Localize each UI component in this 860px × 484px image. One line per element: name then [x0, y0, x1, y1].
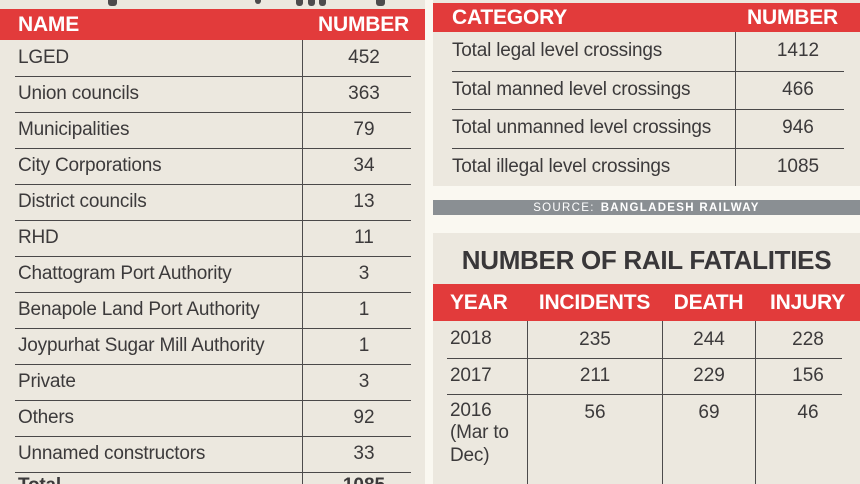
- table-row: Total unmanned level crossings 946: [433, 109, 860, 148]
- category-number: 1412: [735, 32, 860, 71]
- column-header-name: NAME: [18, 12, 80, 36]
- constructor-name: RHD: [18, 227, 59, 248]
- year-cell: 2017: [433, 358, 527, 394]
- table-row: Private 3: [0, 364, 425, 401]
- table-row: District councils 13: [0, 184, 425, 221]
- constructor-number: 11: [302, 220, 425, 256]
- constructor-name: Benapole Land Port Authority: [18, 299, 260, 320]
- constructor-number: 34: [302, 148, 425, 184]
- category-number: 946: [735, 109, 860, 148]
- source-value: BANGLADESH RAILWAY: [600, 201, 760, 214]
- cropped-text-fragment: [319, 0, 326, 6]
- constructor-number: 13: [302, 184, 425, 220]
- constructor-number: 3: [302, 256, 425, 292]
- constructor-name: Municipalities: [18, 119, 130, 140]
- constructor-name: District councils: [18, 191, 147, 212]
- table-row: Others 92: [0, 400, 425, 437]
- table-row: 2016 (Mar to Dec) 56 69 46: [433, 394, 860, 484]
- table-row: Municipalities 79: [0, 112, 425, 149]
- constructor-number: 452: [302, 40, 425, 76]
- fatalities-table-header: YEAR INCIDENTS DEATH INJURY: [433, 284, 860, 321]
- column-header-death: DEATH: [673, 290, 744, 314]
- crossings-table-body: Total legal level crossings 1412 Total m…: [433, 32, 860, 186]
- category-number: 1085: [735, 147, 860, 186]
- constructor-number: 3: [302, 364, 425, 400]
- constructor-number: 79: [302, 112, 425, 148]
- incidents-cell: 211: [527, 358, 662, 394]
- injury-cell: 46: [755, 394, 860, 484]
- fatalities-table-card: NUMBER OF RAIL FATALITIES YEAR INCIDENTS…: [433, 233, 860, 484]
- cropped-text-fragment: [376, 0, 385, 6]
- injury-cell: 228: [755, 321, 860, 358]
- fatalities-title: NUMBER OF RAIL FATALITIES: [461, 245, 832, 275]
- incidents-cell: 56: [527, 394, 662, 484]
- incidents-cell: 235: [527, 321, 662, 358]
- table-row: Joypurhat Sugar Mill Authority 1: [0, 328, 425, 365]
- year-value: 2016: [450, 400, 492, 421]
- constructor-number: 1: [302, 328, 425, 364]
- category-name: Total unmanned level crossings: [452, 117, 712, 139]
- cropped-text-fragment: [308, 0, 315, 6]
- constructor-number: 1: [302, 292, 425, 328]
- table-row: Total legal level crossings 1412: [433, 32, 860, 71]
- fatalities-table-body: 2018 235 244 228 2017 211 229 156 2016 (…: [433, 321, 860, 484]
- constructor-name: Union councils: [18, 83, 139, 104]
- column-header-number: NUMBER: [318, 12, 409, 36]
- table-row: RHD 11: [0, 220, 425, 257]
- category-name: Total legal level crossings: [452, 40, 663, 62]
- crossings-table-card: CATEGORY NUMBER Total legal level crossi…: [433, 0, 860, 186]
- category-name: Total illegal level crossings: [452, 155, 671, 177]
- cropped-text-fragment: [255, 0, 261, 4]
- constructor-name: Unnamed constructors: [18, 443, 206, 464]
- column-header-category: CATEGORY: [452, 5, 568, 29]
- constructor-number: 363: [302, 76, 425, 112]
- death-cell: 244: [662, 321, 755, 358]
- column-header-year: YEAR: [450, 290, 508, 314]
- total-number: 1085: [302, 472, 425, 484]
- year-cell: 2016 (Mar to Dec): [433, 394, 527, 484]
- constructor-name: Others: [18, 407, 74, 428]
- constructors-table-body: LGED 452 Union councils 363 Municipaliti…: [0, 40, 425, 484]
- total-label: Total: [0, 472, 302, 484]
- table-row: Union councils 363: [0, 76, 425, 113]
- death-cell: 229: [662, 358, 755, 394]
- year-value: 2017: [450, 364, 492, 386]
- source-label: SOURCE:: [533, 201, 595, 214]
- source-attribution-band: SOURCE: BANGLADESH RAILWAY: [433, 200, 860, 215]
- table-total-row: Total 1085: [0, 472, 425, 484]
- table-row: Chattogram Port Authority 3: [0, 256, 425, 293]
- cropped-text-fragment: [296, 0, 303, 6]
- table-row: Total manned level crossings 466: [433, 70, 860, 110]
- table-row: City Corporations 34: [0, 148, 425, 185]
- injury-cell: 156: [755, 358, 860, 394]
- category-name: Total manned level crossings: [452, 78, 691, 100]
- constructors-table-card: NAME NUMBER LGED 452 Union councils 363 …: [0, 0, 425, 484]
- crossings-table-header: CATEGORY NUMBER: [433, 3, 860, 32]
- table-row: 2018 235 244 228: [433, 321, 860, 359]
- constructor-number: 33: [302, 436, 425, 472]
- year-value: 2018: [450, 328, 492, 350]
- column-header-incidents: INCIDENTS: [538, 290, 651, 314]
- year-cell: 2018: [433, 321, 527, 358]
- table-row: Unnamed constructors 33: [0, 436, 425, 473]
- death-cell: 69: [662, 394, 755, 484]
- cropped-text-fragment: [108, 0, 117, 6]
- constructors-table-header: NAME NUMBER: [0, 9, 425, 40]
- constructor-name: Chattogram Port Authority: [18, 263, 232, 284]
- constructor-number: 92: [302, 400, 425, 436]
- constructor-name: Joypurhat Sugar Mill Authority: [18, 335, 265, 356]
- column-header-injury: INJURY: [769, 290, 846, 314]
- table-row: 2017 211 229 156: [433, 358, 860, 395]
- constructor-name: City Corporations: [18, 155, 162, 176]
- constructor-name: LGED: [18, 47, 69, 68]
- category-number: 466: [735, 70, 860, 109]
- year-period: (Mar to Dec): [450, 422, 509, 466]
- column-header-number: NUMBER: [747, 5, 838, 29]
- constructor-name: Private: [18, 371, 76, 392]
- table-row: LGED 452: [0, 40, 425, 77]
- table-row: Benapole Land Port Authority 1: [0, 292, 425, 329]
- table-row: Total illegal level crossings 1085: [433, 147, 860, 186]
